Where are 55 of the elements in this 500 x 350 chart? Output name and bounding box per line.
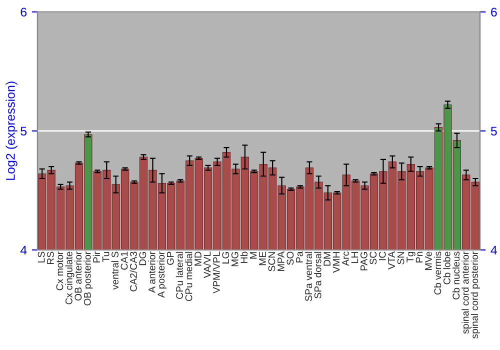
x-tick-label: A posterior	[157, 251, 166, 298]
x-tick-label: Pn	[416, 252, 423, 262]
x-tick-label: RS	[47, 252, 54, 264]
x-tick-label: CA1	[120, 252, 128, 270]
x-tick-label: A anterior	[148, 251, 156, 293]
x-tick-label: Cb nucleus	[452, 252, 460, 300]
x-tick-label: Tg	[406, 252, 416, 262]
x-tick-label: Cx cingulate	[65, 252, 74, 304]
x-tick-label: ME	[259, 252, 266, 266]
x-tick-label: PAG	[360, 252, 368, 270]
x-tick-label: VPM/VPL	[212, 252, 220, 294]
x-tick-label: CPu lateral	[176, 252, 183, 299]
x-tick-label: SPa ventral	[304, 252, 312, 302]
x-tick-label: Hb	[240, 252, 248, 263]
x-tick-label: Arc	[342, 252, 349, 266]
x-tick-label: SCN	[268, 252, 276, 272]
x-tick-label: VA/VL	[204, 252, 211, 278]
x-tick-label: SC	[370, 252, 377, 264]
x-tick-label: spinal cord posterior	[470, 251, 480, 339]
x-tick-label: DM	[324, 252, 330, 266]
x-tick-label: Pir	[92, 251, 100, 262]
x-tick-label: OB posterior	[84, 251, 93, 306]
x-tick-label: CPu medial	[185, 252, 192, 302]
x-tick-label: LS	[38, 252, 45, 262]
x-tick-label: ventral S	[111, 252, 118, 290]
x-tick-label: MG	[231, 252, 238, 266]
x-tick-label: LG	[222, 252, 230, 264]
x-tick-label: CA2/CA3	[130, 252, 137, 292]
x-tick-label: Cx motor	[56, 251, 64, 290]
x-tick-label: OB anterior	[74, 251, 82, 301]
x-tick-label: Cb vermis	[434, 252, 442, 295]
x-tick-label: Cb lobe	[443, 252, 450, 284]
x-tick-label: VMH	[332, 252, 340, 273]
x-tick-label: M	[250, 252, 257, 259]
y2-tick-label: 4	[490, 246, 498, 254]
x-tick-label: Pa	[296, 251, 303, 262]
x-tick-label: SO	[286, 252, 294, 265]
x-tick-label: GP	[166, 252, 174, 265]
y-tick-label: 6	[20, 8, 27, 17]
x-tick-label: VTA	[388, 251, 395, 270]
x-tick-label: MVe	[425, 252, 432, 270]
x-tick-label: DG	[139, 252, 146, 266]
x-tick-label: IC	[378, 252, 386, 260]
y-axis-title: Log2 (expression)	[6, 82, 18, 180]
x-tick-label: SPa dorsal	[314, 252, 322, 298]
x-tick-label: spinal cord anterior	[462, 251, 471, 334]
y2-tick-label: 6	[491, 8, 497, 17]
x-tick-label: SN	[397, 252, 404, 264]
y-tick-label: 4	[20, 246, 27, 254]
x-tick-label: Tu	[102, 252, 110, 262]
x-tick-label: LH	[351, 252, 358, 263]
y-tick-label: 5	[20, 126, 27, 136]
y2-tick-label: 5	[490, 126, 497, 136]
x-tick-label: MPA	[278, 251, 284, 271]
x-tick-label: MD	[194, 252, 202, 266]
